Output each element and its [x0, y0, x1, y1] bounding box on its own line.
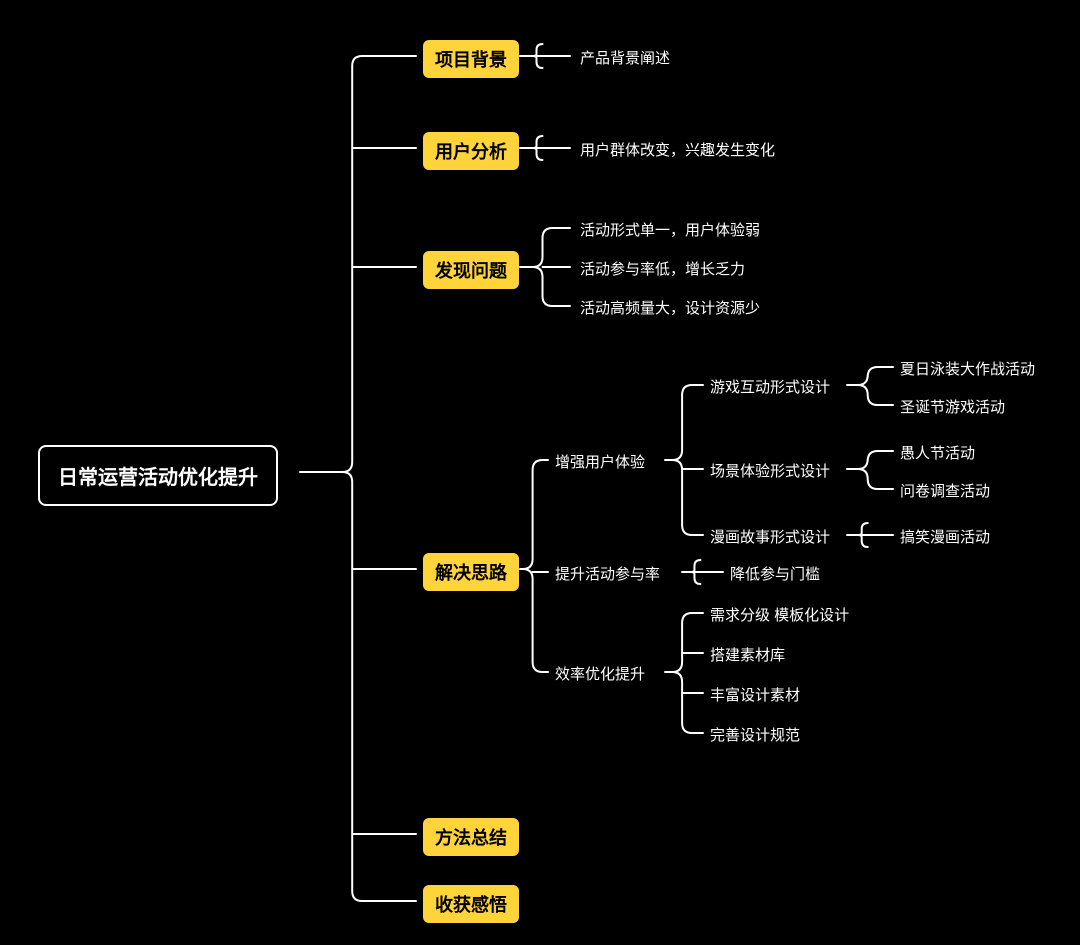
connectors-svg	[0, 0, 1080, 945]
mindmap-canvas: 日常运营活动优化提升 项目背景 用户分析 发现问题 解决思路 方法总结 收获感悟…	[0, 0, 1080, 945]
